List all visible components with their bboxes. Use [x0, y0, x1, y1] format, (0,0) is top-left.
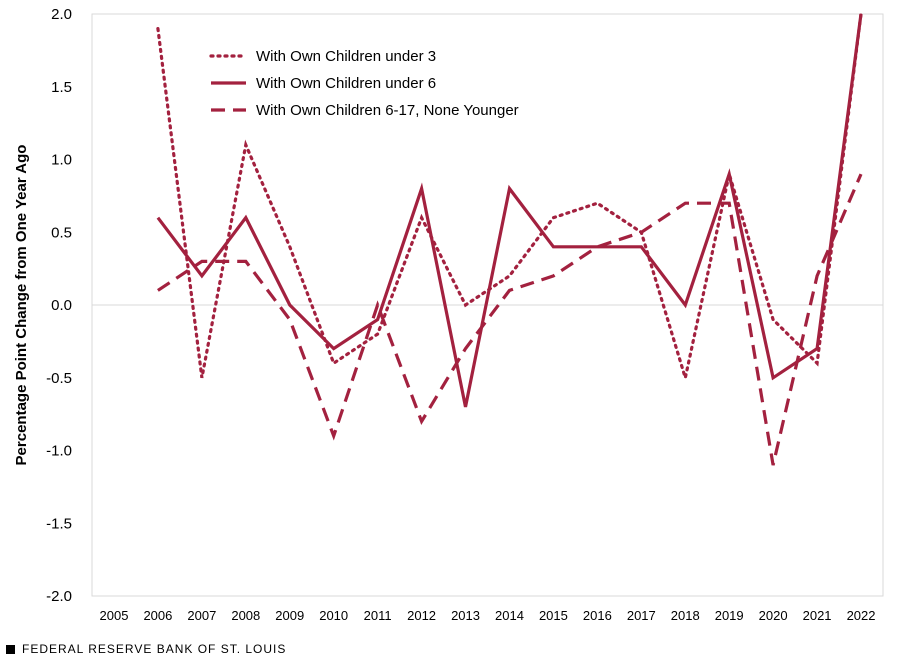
x-tick-label: 2015: [539, 608, 568, 623]
x-tick-label: 2008: [231, 608, 260, 623]
x-tick-label: 2018: [671, 608, 700, 623]
x-tick-label: 2012: [407, 608, 436, 623]
y-tick-label: 0.5: [51, 224, 72, 241]
y-tick-label: 0.0: [51, 297, 72, 314]
x-axis-ticks: 2005 2006 2007 2008 2009 2010 2011 2012 2013 2014…: [100, 608, 876, 623]
x-tick-label: 2009: [275, 608, 304, 623]
y-tick-label: -0.5: [46, 370, 72, 387]
x-tick-label: 2021: [803, 608, 832, 623]
legend-label-1: With Own Children under 3: [256, 48, 436, 65]
footer-source: FEDERAL RESERVE BANK OF ST. LOUIS: [6, 642, 286, 656]
x-tick-label: 2020: [759, 608, 788, 623]
x-tick-label: 2007: [187, 608, 216, 623]
legend-label-3: With Own Children 6-17, None Younger: [256, 102, 519, 119]
series-line-2: [156, 13, 863, 408]
x-tick-label: 2014: [495, 608, 524, 623]
x-tick-label: 2011: [364, 608, 392, 623]
y-tick-label: -1.5: [46, 515, 72, 532]
series-lines: [156, 12, 863, 466]
x-tick-label: 2016: [583, 608, 612, 623]
footer-source-text: FEDERAL RESERVE BANK OF ST. LOUIS: [22, 642, 287, 656]
legend: With Own Children under 3 With Own Childr…: [209, 48, 519, 119]
y-tick-label: -1.0: [46, 443, 72, 460]
y-tick-label: -2.0: [46, 588, 72, 605]
footer-square-icon: [6, 644, 15, 654]
series-line-1: [156, 12, 863, 385]
x-tick-label: 2022: [847, 608, 876, 623]
x-tick-label: 2013: [451, 608, 480, 623]
y-tick-label: 2.0: [51, 6, 72, 23]
x-tick-label: 2006: [143, 608, 172, 623]
y-axis-label: Percentage Point Change from One Year Ag…: [13, 145, 30, 466]
x-tick-label: 2010: [319, 608, 348, 623]
y-tick-label: 1.5: [51, 79, 72, 96]
line-chart: 2.0 1.5 1.0 0.5 0.0 -0.5 -1.0 -1.5 -2.0 2005 2006…: [13, 6, 884, 623]
x-tick-label: 2005: [100, 608, 129, 623]
y-tick-label: 1.0: [51, 152, 72, 169]
series-line-3: [157, 173, 863, 466]
legend-label-2: With Own Children under 6: [256, 75, 436, 92]
x-tick-label: 2019: [715, 608, 744, 623]
x-tick-label: 2017: [627, 608, 656, 623]
y-axis-ticks: 2.0 1.5 1.0 0.5 0.0 -0.5 -1.0 -1.5 -2.0: [46, 6, 72, 605]
